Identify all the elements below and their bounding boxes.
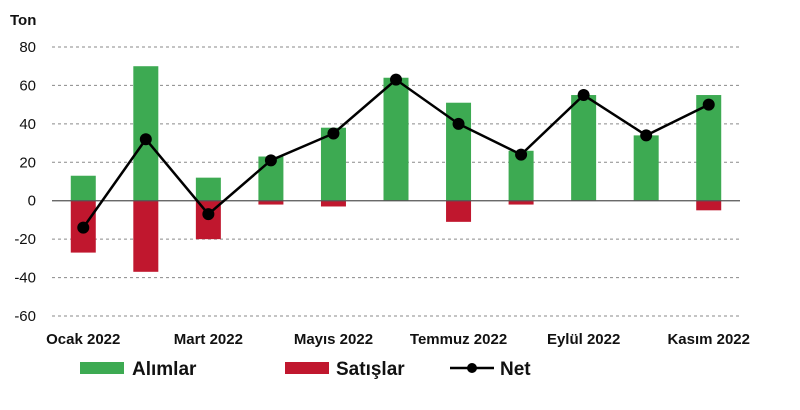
x-tick-label: Mart 2022 — [174, 331, 243, 348]
legend-label-net: Net — [500, 359, 531, 380]
net-line — [77, 73, 715, 234]
bar-satislar — [508, 200, 534, 205]
point-net — [390, 73, 402, 86]
point-net — [327, 127, 340, 140]
legend-swatch-alimlar — [80, 362, 124, 374]
bar-alimlar — [633, 135, 659, 201]
legend-label-satislar: Satışlar — [336, 359, 405, 380]
y-unit-label: Ton — [10, 12, 36, 29]
x-tick-label: Ocak 2022 — [46, 331, 120, 348]
bar-alimlar — [70, 175, 96, 201]
y-tick-label: -20 — [14, 231, 36, 248]
bar-alimlar — [383, 77, 409, 201]
bar-satislar — [696, 200, 722, 211]
bar-satislar — [320, 200, 346, 207]
bars — [70, 66, 722, 272]
legend: Alımlar Satışlar Net — [80, 359, 531, 380]
bar-satislar — [133, 200, 159, 272]
x-tick-label: Eylül 2022 — [547, 331, 620, 348]
point-net — [77, 221, 90, 234]
point-net — [577, 89, 590, 102]
y-axis-ticks: -60 -40 -20 0 20 40 60 80 — [14, 39, 36, 325]
point-net — [702, 98, 715, 111]
legend-label-alimlar: Alımlar — [132, 359, 197, 380]
legend-marker-net — [467, 363, 477, 373]
point-net — [202, 208, 215, 221]
point-net — [515, 148, 528, 161]
x-tick-label: Temmuz 2022 — [410, 331, 507, 348]
bar-alimlar — [696, 95, 722, 201]
point-net — [264, 154, 277, 167]
x-tick-label: Mayıs 2022 — [294, 331, 373, 348]
legend-swatch-satislar — [285, 362, 329, 374]
y-tick-label: -40 — [14, 270, 36, 287]
point-net — [452, 117, 465, 130]
point-net — [139, 133, 152, 146]
bar-alimlar — [571, 95, 597, 201]
x-axis-ticks: Ocak 2022 Mart 2022 Mayıs 2022 Temmuz 2022 E… — [46, 331, 750, 348]
y-tick-label: 80 — [19, 39, 36, 56]
bar-alimlar — [320, 127, 346, 201]
y-tick-label: -60 — [14, 308, 36, 325]
y-tick-label: 20 — [19, 154, 36, 171]
bar-satislar — [258, 200, 284, 205]
bar-alimlar — [195, 177, 221, 201]
y-tick-label: 40 — [19, 116, 36, 133]
y-tick-label: 60 — [19, 77, 36, 94]
point-net — [640, 129, 653, 142]
x-tick-label: Kasım 2022 — [667, 331, 750, 348]
bar-satislar — [446, 200, 472, 222]
y-tick-label: 0 — [28, 193, 36, 210]
